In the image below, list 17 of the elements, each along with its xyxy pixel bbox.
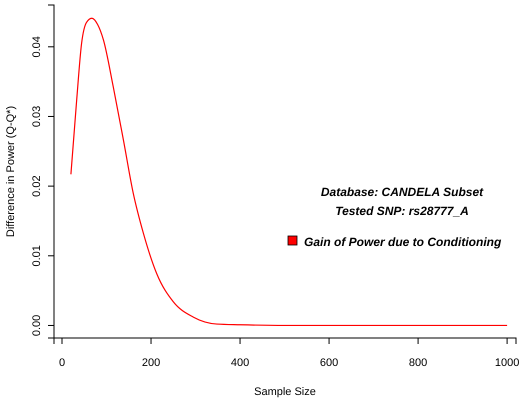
y-tick-label: 0.00 [31,314,43,336]
y-tick-label: 0.03 [31,106,43,128]
annotation: Database: CANDELA Subset [320,185,484,199]
x-tick-label: 200 [142,356,160,369]
x-tick-label: 400 [230,356,250,369]
y-tick-label: 0.02 [31,175,43,197]
annotation: Tested SNP: rs28777_A [335,204,469,218]
x-axis-title: Sample Size [254,386,316,398]
y-tick-label: 0.04 [31,36,43,58]
x-tick-label: 0 [58,356,66,369]
y-tick-label: 0.01 [31,245,43,267]
x-tick-label: 600 [320,356,338,369]
line-series [70,18,508,326]
y-axis-title: Difference in Power (Q-Q*) [5,106,17,238]
legend-label: Gain of Power due to Conditioning [304,235,502,249]
x-tick-label: 1000 [494,356,520,369]
x-tick-label: 800 [408,356,428,369]
